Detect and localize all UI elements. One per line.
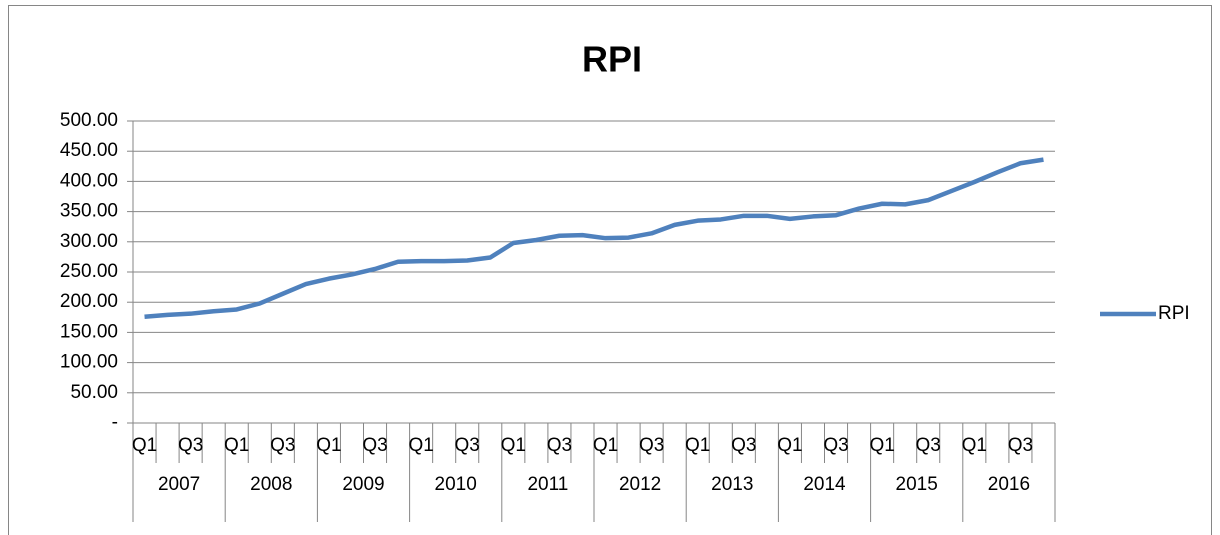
x-group-label: 2016 xyxy=(988,474,1030,495)
x-tick-label: Q3 xyxy=(270,435,295,456)
x-group-label: 2012 xyxy=(619,474,661,495)
x-tick-label: Q1 xyxy=(869,435,894,456)
x-tick-label: Q3 xyxy=(639,435,664,456)
x-tick-label: Q3 xyxy=(178,435,203,456)
x-tick-label: Q3 xyxy=(731,435,756,456)
x-tick-label: Q3 xyxy=(362,435,387,456)
x-tick-label: Q1 xyxy=(962,435,987,456)
x-tick-label: Q1 xyxy=(777,435,802,456)
y-tick-label: 300.00 xyxy=(60,231,118,252)
x-group-label: 2009 xyxy=(342,474,384,495)
x-tick-label: Q3 xyxy=(455,435,480,456)
x-tick-label: Q3 xyxy=(547,435,572,456)
x-tick-label: Q3 xyxy=(823,435,848,456)
data-line xyxy=(144,157,1044,319)
y-tick-label: 500.00 xyxy=(60,110,118,131)
y-tick-label: 450.00 xyxy=(60,140,118,161)
x-group-label: 2008 xyxy=(250,474,292,495)
x-tick-label: Q1 xyxy=(316,435,341,456)
legend-label: RPI xyxy=(1158,303,1190,324)
x-tick-label: Q1 xyxy=(132,435,157,456)
x-tick-label: Q1 xyxy=(685,435,710,456)
chart-title: RPI xyxy=(582,39,642,80)
x-group-label: 2014 xyxy=(803,474,846,495)
y-tick-label: 50.00 xyxy=(70,382,118,403)
y-tick-label: 200.00 xyxy=(60,291,118,312)
x-group-label: 2015 xyxy=(896,474,938,495)
y-tick-label: 350.00 xyxy=(60,201,118,222)
y-tick-label: - xyxy=(112,412,118,433)
x-tick-label: Q1 xyxy=(593,435,618,456)
x-tick-label: Q1 xyxy=(501,435,526,456)
x-group-label: 2011 xyxy=(527,474,568,495)
y-tick-label: 400.00 xyxy=(60,170,118,191)
chart-border xyxy=(8,5,1212,535)
x-tick-label: Q3 xyxy=(1008,435,1033,456)
x-tick-label: Q3 xyxy=(916,435,941,456)
x-group-label: 2010 xyxy=(435,474,477,495)
y-tick-label: 250.00 xyxy=(60,261,118,282)
y-tick-label: 100.00 xyxy=(60,352,118,373)
x-group-label: 2013 xyxy=(711,474,753,495)
x-tick-label: Q1 xyxy=(408,435,433,456)
y-tick-label: 150.00 xyxy=(60,321,118,342)
x-group-label: 2007 xyxy=(158,474,200,495)
x-tick-label: Q1 xyxy=(224,435,249,456)
